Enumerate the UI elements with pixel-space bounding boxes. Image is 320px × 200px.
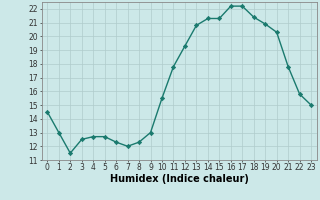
- X-axis label: Humidex (Indice chaleur): Humidex (Indice chaleur): [110, 174, 249, 184]
